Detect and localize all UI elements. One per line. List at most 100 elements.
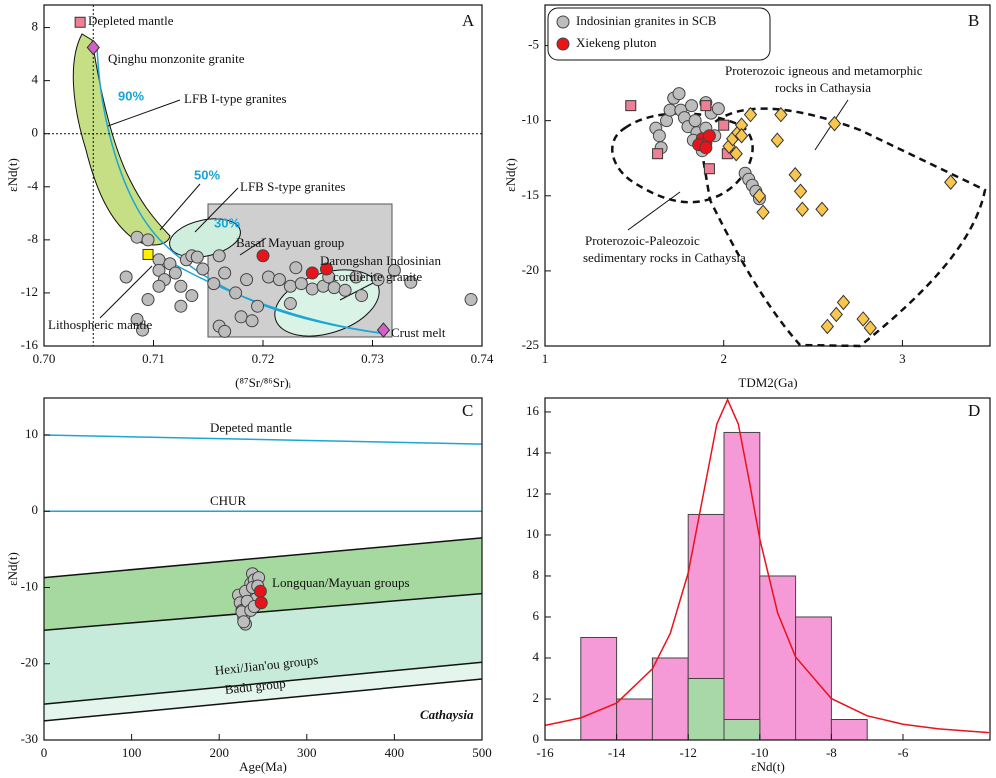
point — [652, 148, 664, 160]
annotation: Basal Mayuan group — [236, 235, 344, 250]
x-tick-label: 0.70 — [33, 351, 56, 366]
x-tick-label: 0.72 — [252, 351, 275, 366]
point — [718, 119, 730, 131]
y-tick-label: 0 — [32, 125, 39, 140]
y-tick-label: -20 — [522, 262, 539, 277]
panel-label: C — [462, 401, 473, 420]
sediment-envelope — [611, 112, 754, 204]
point — [672, 87, 686, 101]
point — [212, 249, 226, 263]
point — [556, 37, 570, 51]
point — [168, 266, 182, 280]
point — [283, 297, 297, 311]
i-type-field — [72, 33, 171, 246]
point — [237, 615, 251, 629]
point — [142, 248, 154, 260]
point — [174, 299, 188, 313]
point — [688, 114, 702, 128]
y-tick-label: -10 — [522, 112, 539, 127]
point — [663, 103, 677, 117]
point — [836, 294, 851, 311]
y-tick-label: -5 — [528, 37, 539, 52]
annotation: Badu group — [224, 676, 286, 697]
point — [863, 320, 877, 336]
point — [700, 100, 712, 112]
bar — [723, 718, 761, 740]
point — [218, 266, 232, 280]
point — [349, 270, 363, 284]
annotation: Qinghu monzonite granite — [108, 51, 245, 66]
bar — [616, 698, 653, 740]
point — [207, 277, 221, 291]
line — [44, 592, 482, 631]
point — [254, 596, 268, 610]
point — [734, 127, 749, 144]
y-tick-label: -30 — [21, 731, 38, 746]
annotation: Proterozoic igneous and metamorphic — [725, 63, 923, 78]
point — [196, 262, 210, 276]
y-tick-label: 4 — [32, 72, 39, 87]
point — [119, 270, 133, 284]
point — [229, 286, 243, 300]
point — [795, 201, 810, 218]
annotation: 90% — [118, 88, 144, 103]
legend-label: Indosinian granites in SCB — [576, 13, 717, 28]
x-tick-label: 0.73 — [361, 351, 384, 366]
point — [174, 279, 188, 293]
x-tick-label: 0 — [41, 745, 48, 760]
bar — [651, 657, 689, 740]
plot-area — [545, 398, 989, 740]
x-axis-label: εNd(t) — [751, 759, 785, 774]
point — [387, 263, 401, 277]
annotation: 30% — [214, 215, 240, 230]
legend-box — [547, 7, 771, 61]
y-tick-label: 8 — [32, 19, 39, 34]
point — [338, 283, 352, 297]
x-tick-label: -16 — [536, 745, 554, 760]
annotation: Cathaysia — [420, 707, 474, 722]
y-tick-label: 0 — [533, 731, 540, 746]
point — [827, 115, 842, 132]
plot-frame — [544, 397, 991, 741]
y-axis-label: εNd(t) — [503, 158, 518, 192]
point — [141, 293, 155, 307]
plot-frame — [544, 4, 991, 347]
panel-label: B — [968, 11, 979, 30]
mixing-curve — [96, 45, 381, 334]
x-tick-label: -10 — [751, 745, 768, 760]
point — [752, 188, 767, 204]
y-tick-label: -15 — [522, 187, 539, 202]
line — [44, 678, 482, 722]
annotation: Lithospheric mantle — [48, 317, 153, 332]
y-tick-label: 14 — [526, 444, 540, 459]
line — [44, 434, 482, 445]
point — [625, 100, 637, 112]
igneous-envelope — [698, 107, 987, 348]
point — [829, 306, 843, 323]
point — [702, 129, 716, 143]
point — [944, 174, 958, 191]
line-label: CHUR — [210, 493, 246, 508]
x-axis-label: TDM2(Ga) — [738, 375, 797, 390]
y-tick-label: -20 — [21, 655, 38, 670]
fit-curve — [545, 398, 989, 734]
annotation: Darongshan Indosinian — [320, 253, 441, 268]
annotation: rocks in Cathaysia — [775, 80, 871, 95]
annotation: Proterozoic-Paleozoic — [585, 233, 700, 248]
point — [294, 277, 308, 291]
point — [185, 289, 199, 303]
x-tick-label: -14 — [608, 745, 626, 760]
line — [44, 661, 482, 705]
point — [283, 279, 297, 293]
point — [371, 273, 385, 287]
point — [245, 314, 259, 328]
point — [685, 99, 699, 113]
line-label: Depeted mantle — [210, 420, 292, 435]
plot-frame — [43, 397, 483, 741]
panel-label: A — [462, 11, 475, 30]
point — [130, 312, 144, 326]
point — [152, 279, 166, 293]
x-axis-label: Age(Ma) — [239, 759, 287, 774]
